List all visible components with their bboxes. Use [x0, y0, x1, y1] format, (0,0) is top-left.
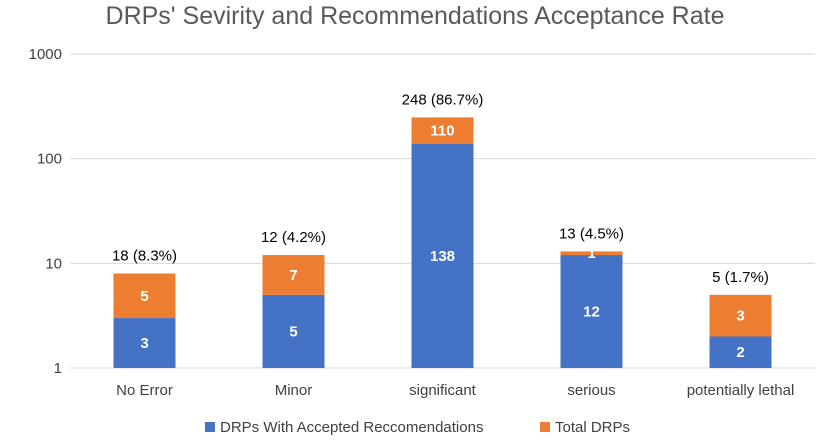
bar-total — [709, 294, 772, 337]
bar-accepted-label: 12 — [583, 304, 600, 321]
bar-accepted — [560, 255, 623, 368]
bar-accepted — [709, 336, 772, 368]
bar-accepted — [113, 318, 176, 368]
bar-accepted-label: 5 — [289, 323, 297, 340]
bar-accepted — [262, 294, 325, 368]
bar-accepted-label: 3 — [140, 335, 148, 352]
chart-title: DRPs' Sevirity and Recommendations Accep… — [106, 2, 725, 30]
y-tick-label: 1 — [54, 360, 62, 377]
bar-accepted-label: 138 — [430, 248, 455, 265]
bar-total-label: 1 — [587, 245, 595, 262]
y-tick-label: 10 — [45, 255, 62, 272]
legend-label: Total DRPs — [555, 419, 630, 436]
x-tick-label: serious — [567, 382, 615, 399]
bar-total — [262, 255, 325, 295]
bar-total-label: 5 — [140, 288, 148, 305]
bar-total — [113, 273, 176, 319]
total-label: 12 (4.2%) — [261, 229, 326, 246]
total-label: 13 (4.5%) — [559, 225, 624, 242]
total-label: 248 (86.7%) — [402, 91, 484, 108]
x-tick-label: Minor — [275, 382, 313, 399]
x-tick-label: potentially lethal — [687, 382, 795, 399]
data-labels: 3 5 18 (8.3%) 5 7 12 (4.2%) 138 110 248 (86.7%) 1… — [112, 91, 769, 361]
bar-total — [560, 251, 623, 256]
total-label: 5 (1.7%) — [712, 269, 769, 286]
bar-total-label: 3 — [736, 308, 744, 325]
y-tick-label: 1000 — [29, 46, 62, 63]
x-tick-label: significant — [409, 382, 477, 399]
bar-total-label: 110 — [430, 123, 454, 140]
legend-swatch — [205, 422, 215, 432]
bars — [113, 117, 772, 368]
total-label: 18 (8.3%) — [112, 247, 177, 264]
x-axis: No Error Minor significant serious potential… — [116, 382, 794, 399]
x-tick-label: No Error — [116, 382, 173, 399]
y-tick-label: 100 — [37, 151, 62, 168]
bar-accepted — [411, 144, 474, 368]
legend-label: DRPs With Accepted Reccomendations — [220, 419, 483, 436]
bar-total — [411, 117, 474, 145]
legend-swatch — [540, 422, 550, 432]
bar-total-label: 7 — [289, 267, 297, 284]
bar-accepted-label: 2 — [736, 344, 744, 361]
y-axis: 1 10 100 1000 — [29, 46, 62, 377]
legend: DRPs With Accepted Reccomendations Total … — [205, 419, 630, 436]
